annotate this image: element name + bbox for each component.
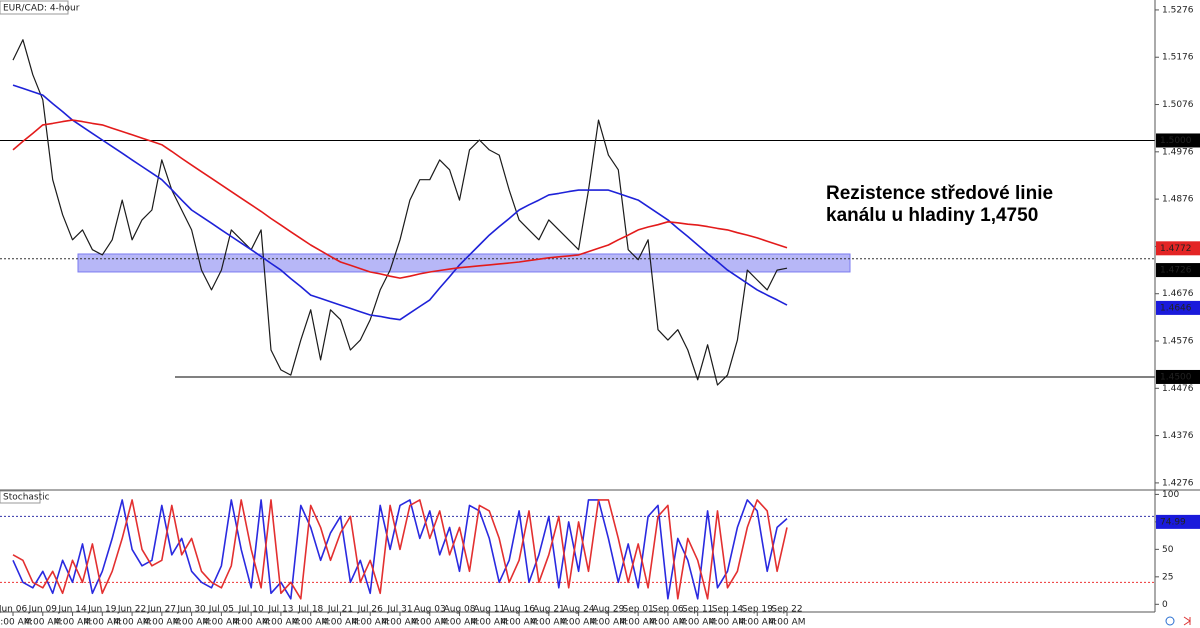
price-badge-label: 1.4772 [1160,244,1192,254]
x-tick-label: Jul 21 [327,605,353,615]
indicator-title-box [0,490,41,504]
x-tick-label: Sep 11 [682,605,713,615]
x-time-label: 4:00 AM [560,618,597,628]
x-tick-label: Jul 10 [238,605,264,615]
x-time-label: 4:00 AM [54,618,91,628]
x-tick-label: Jul 18 [297,605,323,615]
x-time-label: 4:00 AM [143,618,180,628]
price-badge [1156,300,1200,315]
x-tick-label: Aug 24 [563,605,595,615]
x-tick-label: Jun 27 [147,605,176,615]
x-tick-label: Jun 19 [87,605,117,615]
x-time-label: 4:00 AM [590,618,627,628]
price-badge [1156,369,1200,384]
x-tick-label: Jul 26 [357,605,383,615]
y-tick-label: 1.5076 [1162,100,1194,110]
x-tick-label: Sep 01 [623,605,654,615]
x-tick-label: Aug 03 [414,605,446,615]
y-tick-label: 1.4676 [1162,289,1194,299]
icon [1165,616,1175,626]
y-tick-label: 1.4576 [1162,337,1194,347]
y-tick-label: 25 [1162,572,1173,582]
x-tick-label: Jun 06 [0,605,27,615]
chart-title: EUR/CAD: 4-hour [3,4,80,14]
x-time-label: 4:00 AM [292,618,329,628]
x-tick-label: Jun 14 [57,605,87,615]
y-tick-label: 1.4476 [1162,384,1194,394]
corner-icons [1165,616,1191,626]
x-tick-label: Jun 30 [176,605,206,615]
indicator-title: Stochastic [3,493,50,503]
x-time-label: 4:00 AM [441,618,478,628]
x-time-label: 4:00 AM [649,618,686,628]
y-tick-label: 1.4876 [1162,195,1194,205]
x-time-label: 4:00 AM [709,618,746,628]
x-tick-label: Jun 22 [117,605,146,615]
plot-layer: 1.52761.51761.50761.49761.48761.47761.46… [0,5,1200,628]
y-tick-label: 50 [1162,545,1174,555]
resistance-zone [77,253,851,273]
y-tick-label: 0 [1162,600,1168,610]
title-box [0,0,69,15]
x-time-label: 4:00 AM [203,618,240,628]
icon [1183,616,1191,626]
x-tick-label: Jul 05 [208,605,234,615]
y-tick-label: 1.5176 [1162,53,1194,63]
x-tick-label: Sep 14 [712,605,744,615]
y-tick-label: 1.4276 [1162,478,1194,488]
annotation: Rezistence středové linie [826,183,1053,204]
series-line [12,84,788,321]
x-time-label: 4:00 AM [114,618,151,628]
x-time-label: 4:00 AM [322,618,359,628]
x-time-label: 4:00 AM [24,618,61,628]
x-tick-label: Aug 21 [533,605,565,615]
price-badge-label: 1.4500 [1160,372,1192,382]
price-badge [1156,241,1200,256]
x-time-label: 4:00 AM [501,618,538,628]
price-badge [1156,133,1200,148]
x-tick-label: Sep 06 [652,605,684,615]
x-tick-label: Sep 22 [771,605,802,615]
x-time-label: 4:00 AM [620,618,657,628]
series-line [12,39,788,386]
x-time-label: 4:00 AM [530,618,567,628]
x-tick-label: Jun 09 [28,605,58,615]
x-tick-label: Aug 16 [503,605,535,615]
x-tick-label: Aug 29 [592,605,624,615]
x-time-label: 4:00 AM [679,618,716,628]
x-time-label: 4:00 AM [262,618,299,628]
x-tick-label: Aug 08 [444,605,476,615]
series-line [12,119,788,279]
x-time-label: 4:00 AM [0,618,32,628]
x-time-label: 4:00 AM [411,618,448,628]
annotation: kanálu u hladiny 1,4750 [826,205,1038,226]
x-time-label: 4:00 AM [352,618,389,628]
price-badge [1156,263,1200,278]
x-tick-label: Jul 13 [267,605,293,615]
y-tick-label: 1.5276 [1162,5,1194,15]
x-time-label: 4:00 AM [382,618,419,628]
price-badge [1156,514,1200,529]
price-badge-label: 1.4646 [1160,303,1192,313]
x-tick-label: Aug 11 [473,605,505,615]
price-badge-label: 1.5000 [1160,136,1192,146]
x-time-label: 4:00 AM [173,618,210,628]
x-time-label: 4:00 AM [471,618,508,628]
price-badge-label: 1.4726 [1160,266,1192,276]
series-line [12,499,788,600]
y-tick-label: 100 [1162,490,1179,500]
y-tick-label: 1.4976 [1162,147,1194,157]
x-time-label: 4:00 AM [739,618,776,628]
x-time-label: 4:00 AM [769,618,806,628]
x-tick-label: Jul 31 [386,605,412,615]
y-tick-label: 1.4376 [1162,431,1194,441]
x-time-label: 4:00 AM [233,618,270,628]
x-time-label: 4:00 AM [84,618,121,628]
x-tick-label: Sep 19 [742,605,774,615]
price-badge-label: 74.99 [1160,517,1186,527]
series-line [12,499,788,600]
